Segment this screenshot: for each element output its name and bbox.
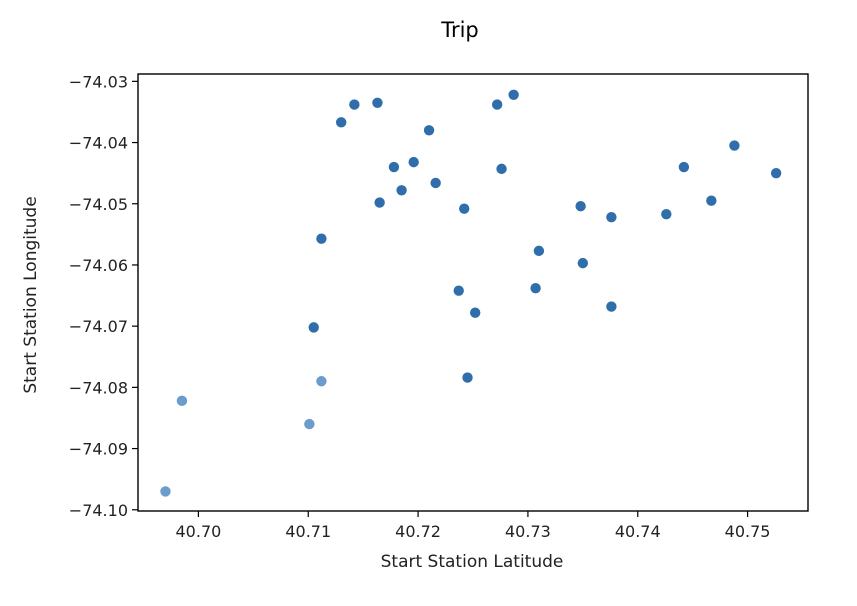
data-point <box>315 375 328 388</box>
x-tick-label: 40.70 <box>176 522 222 541</box>
data-point <box>303 418 316 431</box>
data-point <box>605 300 618 313</box>
y-tick-label: −74.08 <box>69 378 128 397</box>
data-point <box>576 257 589 270</box>
x-tick-label: 40.73 <box>505 522 551 541</box>
data-point <box>469 306 482 319</box>
data-point <box>705 194 718 207</box>
plot-area <box>159 88 783 498</box>
data-point <box>495 162 508 175</box>
data-point <box>407 156 420 169</box>
chart-title: Trip <box>440 18 479 42</box>
data-point <box>529 282 542 295</box>
data-point <box>660 208 673 221</box>
x-tick-label: 40.72 <box>395 522 441 541</box>
y-tick-label: −74.06 <box>69 256 128 275</box>
data-point <box>387 161 400 174</box>
data-point <box>574 200 587 213</box>
data-point <box>605 211 618 224</box>
data-point <box>315 232 328 245</box>
data-point <box>395 184 408 197</box>
y-tick-label: −74.07 <box>69 317 128 336</box>
data-point <box>452 284 465 297</box>
x-axis-label: Start Station Latitude <box>381 552 564 572</box>
data-point <box>770 167 783 180</box>
data-point <box>371 96 384 109</box>
data-point <box>532 244 545 257</box>
y-axis-label: Start Station Longitude <box>21 196 41 393</box>
data-point <box>307 321 320 334</box>
data-point <box>507 88 520 101</box>
y-tick-label: −74.03 <box>69 72 128 91</box>
y-tick-label: −74.05 <box>69 195 128 214</box>
x-tick-label: 40.74 <box>615 522 661 541</box>
data-point <box>429 176 442 189</box>
data-point <box>335 116 348 129</box>
data-point <box>491 98 504 111</box>
data-point <box>677 161 690 174</box>
x-tick-label: 40.75 <box>725 522 771 541</box>
plot-frame <box>137 73 809 512</box>
y-tick-label: −74.10 <box>69 501 128 520</box>
y-tick-label: −74.04 <box>69 134 128 153</box>
y-tick-label: −74.09 <box>69 440 128 459</box>
data-point <box>348 98 361 111</box>
data-point <box>159 485 172 498</box>
data-point <box>458 202 471 215</box>
data-point <box>728 139 741 152</box>
data-point <box>423 124 436 137</box>
data-point <box>461 371 474 384</box>
data-point <box>373 196 386 209</box>
data-point <box>175 394 188 407</box>
x-tick-label: 40.71 <box>285 522 331 541</box>
axis-ticks: 40.70 40.71 40.72 40.73 40.74 40.75 −74.10 −74.… <box>69 72 771 541</box>
